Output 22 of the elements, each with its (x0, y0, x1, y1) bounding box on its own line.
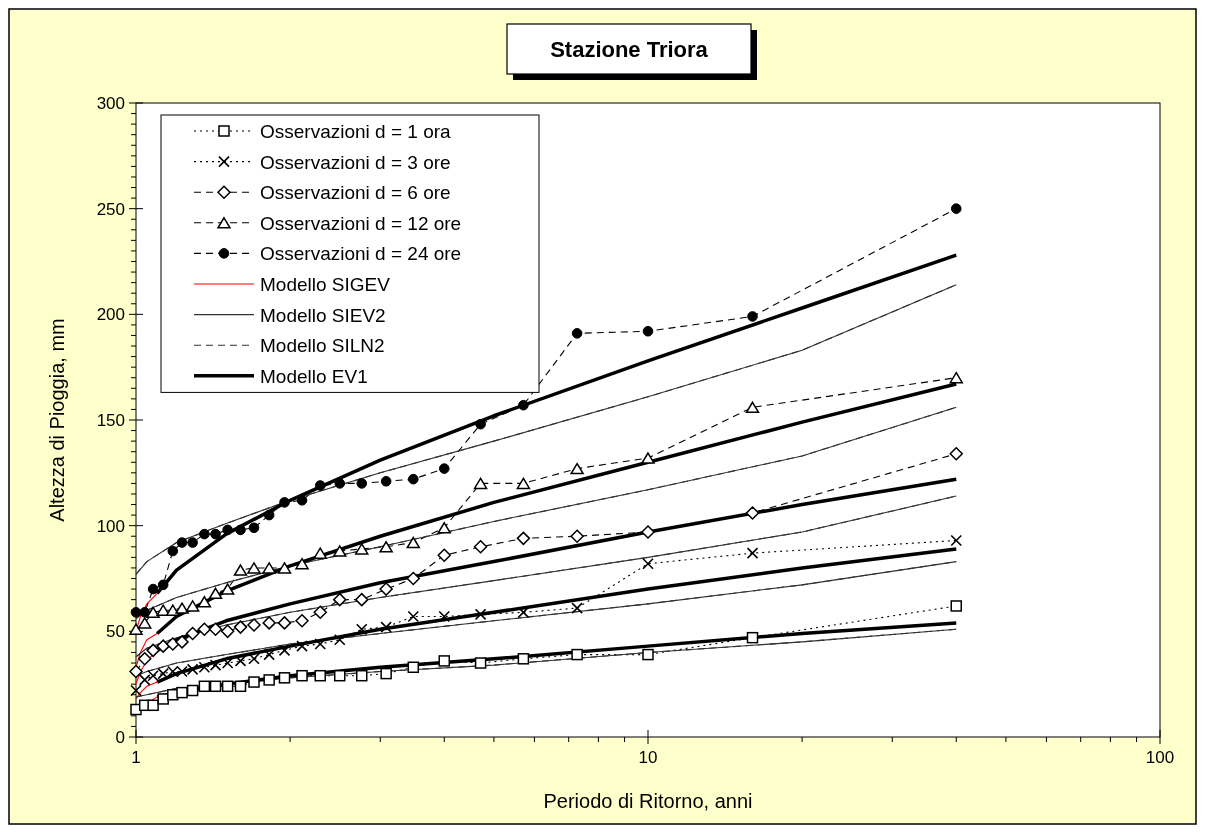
legend-label: Modello EV1 (260, 365, 368, 387)
y-tick-label: 200 (96, 305, 125, 325)
y-axis-title: Altezza di Pioggia, mm (46, 318, 68, 522)
y-tick-label: 250 (96, 199, 125, 219)
chart-title: Stazione Triora (550, 37, 709, 62)
x-tick-label: 1 (131, 748, 141, 767)
legend-label: Osservazioni d = 3 ore (260, 151, 451, 173)
x-tick-label: 10 (638, 748, 658, 767)
legend-label: Modello SIGEV (260, 274, 391, 295)
legend-label: Osservazioni d = 24 ore (260, 243, 462, 265)
y-tick-label: 50 (106, 622, 125, 642)
legend-label: Modello SILN2 (260, 335, 385, 357)
legend-label: Osservazioni d = 12 ore (260, 212, 462, 234)
legend-label: Osservazioni d = 6 ore (260, 182, 451, 204)
x-axis-title: Periodo di Ritorno, anni (543, 790, 753, 812)
y-tick-label: 100 (96, 516, 125, 536)
y-tick-label: 0 (115, 728, 125, 747)
legend-label: Osservazioni d = 1 ora (260, 121, 452, 142)
y-tick-label: 150 (96, 411, 125, 430)
x-tick-label: 100 (1145, 748, 1175, 767)
y-tick-label: 300 (96, 94, 125, 113)
legend-label: Modello SIEV2 (260, 304, 386, 326)
